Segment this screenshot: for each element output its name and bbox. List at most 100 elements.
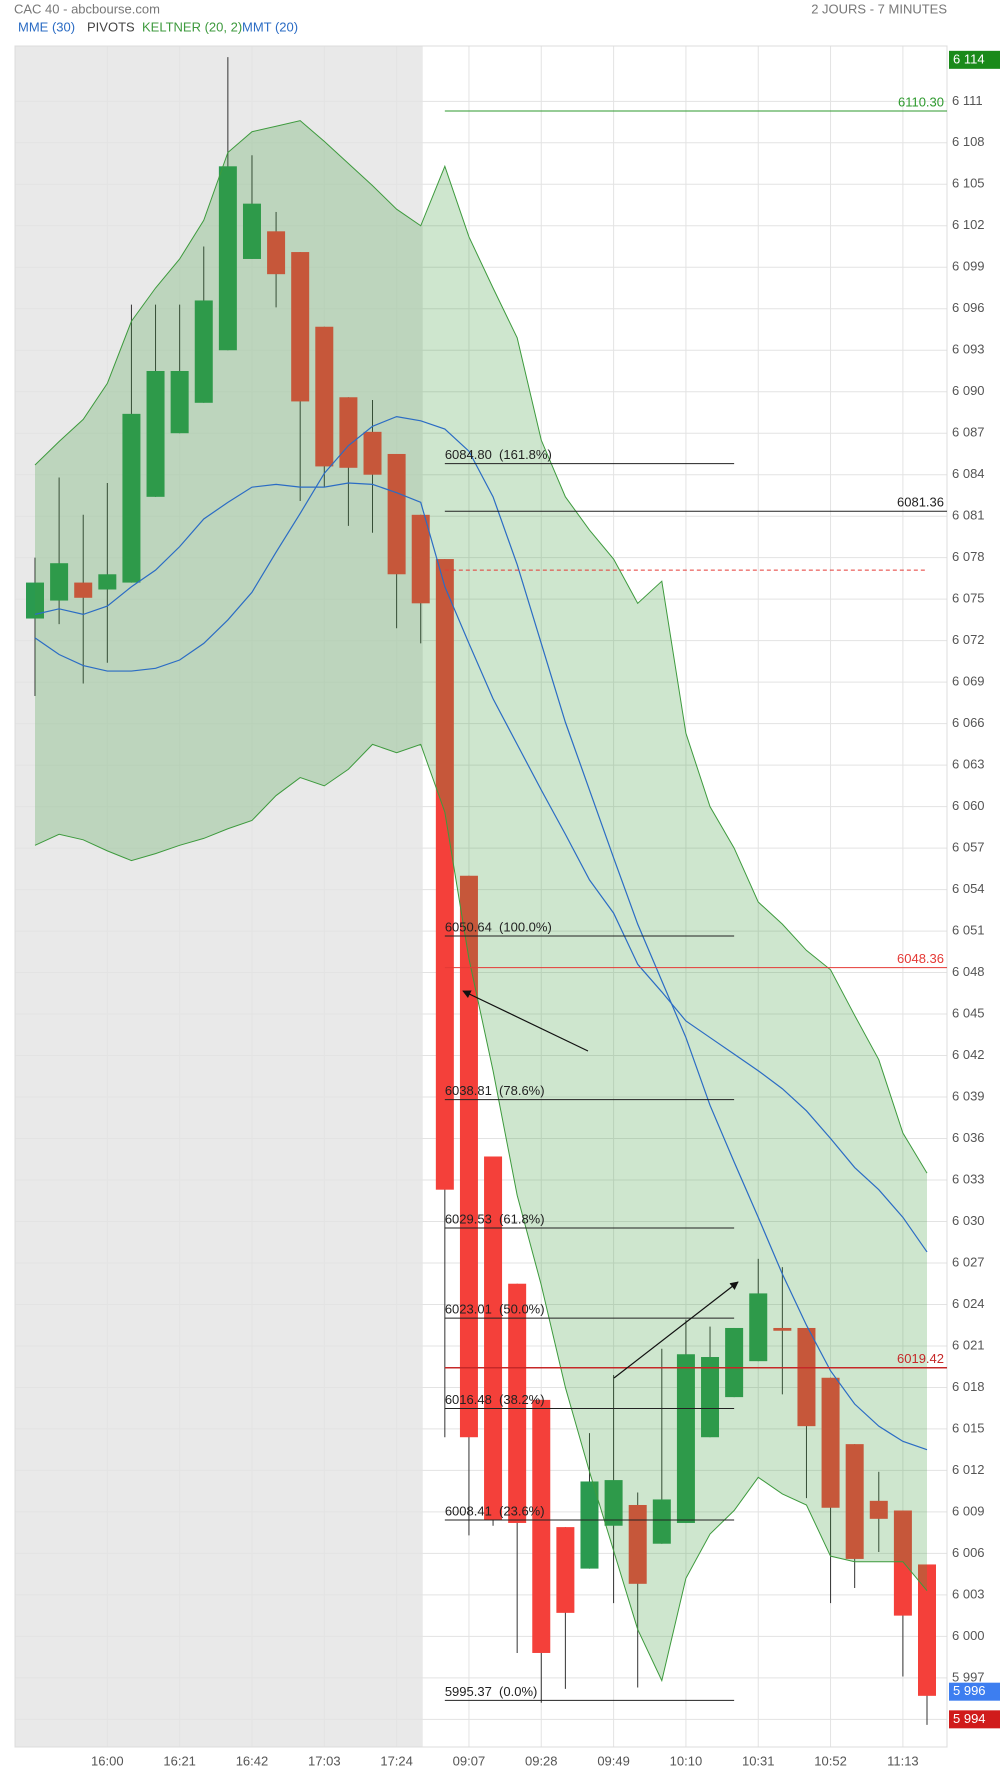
y-tick-label: 6 102 bbox=[952, 217, 985, 232]
y-tick-label: 6 096 bbox=[952, 300, 985, 315]
y-tick-label: 5 997 bbox=[952, 1669, 985, 1684]
candle-body bbox=[267, 231, 286, 275]
candle-body bbox=[604, 1480, 623, 1526]
y-tick-label: 6 066 bbox=[952, 715, 985, 730]
candle-body bbox=[146, 370, 165, 497]
y-tick-label: 6 081 bbox=[952, 508, 985, 523]
x-tick-label: 17:03 bbox=[308, 1753, 341, 1768]
y-tick-label: 6 060 bbox=[952, 798, 985, 813]
y-tick-label: 6 033 bbox=[952, 1171, 985, 1186]
x-tick-label: 16:42 bbox=[236, 1753, 269, 1768]
y-tick-label: 6 006 bbox=[952, 1545, 985, 1560]
y-tick-label: 6 045 bbox=[952, 1005, 985, 1020]
y-tick-label: 6 099 bbox=[952, 259, 985, 274]
y-tick-label: 6 018 bbox=[952, 1379, 985, 1394]
y-tick-label: 6 039 bbox=[952, 1088, 985, 1103]
pivot-label: 6110.30 bbox=[898, 94, 944, 109]
fibonacci-label: 6038.81 (78.6%) bbox=[445, 1083, 545, 1098]
candle-body bbox=[50, 563, 69, 601]
y-tick-label: 6 036 bbox=[952, 1130, 985, 1145]
candle-body bbox=[315, 326, 334, 467]
x-tick-label: 10:52 bbox=[814, 1753, 847, 1768]
x-tick-label: 09:28 bbox=[525, 1753, 558, 1768]
keltner-lower bbox=[34, 743, 928, 1683]
x-tick-label: 17:24 bbox=[380, 1753, 413, 1768]
candle-body bbox=[122, 413, 141, 583]
candle-body bbox=[821, 1377, 840, 1508]
candle-body bbox=[387, 453, 406, 575]
y-tick-label: 6 015 bbox=[952, 1420, 985, 1435]
y-tick-label: 6 054 bbox=[952, 881, 985, 896]
fibonacci-label: 6023.01 (50.0%) bbox=[445, 1302, 545, 1317]
price-tags: 6 114 5 996 5 994 bbox=[949, 50, 1000, 1729]
candle-body bbox=[749, 1293, 768, 1362]
chart-title: CAC 40 - abcbourse.com bbox=[14, 1, 160, 16]
y-tick-label: 6 075 bbox=[952, 591, 985, 606]
y-tick-label: 6 087 bbox=[952, 425, 985, 440]
moving-average-line bbox=[34, 482, 928, 1253]
y-tick-label: 6 063 bbox=[952, 757, 985, 772]
candle-body bbox=[701, 1357, 720, 1438]
y-tick-label: 6 027 bbox=[952, 1254, 985, 1269]
candle-body bbox=[773, 1327, 792, 1331]
y-tick-label: 6 000 bbox=[952, 1628, 985, 1643]
y-tick-label: 6 108 bbox=[952, 134, 985, 149]
moving-average-line bbox=[34, 416, 928, 1451]
x-tick-label: 16:00 bbox=[91, 1753, 124, 1768]
fibonacci-label: 6084.80 (161.8%) bbox=[445, 447, 552, 462]
candle-body bbox=[628, 1504, 647, 1584]
y-tick-label: 6 090 bbox=[952, 383, 985, 398]
candle-body bbox=[652, 1499, 671, 1544]
candle-body bbox=[556, 1527, 575, 1613]
candle-body bbox=[363, 431, 382, 475]
candle-body bbox=[893, 1510, 912, 1616]
candle-body bbox=[218, 166, 237, 351]
x-tick-label: 16:21 bbox=[163, 1753, 196, 1768]
legend-entry: MME (30) bbox=[18, 19, 75, 34]
fibonacci-label: 6029.53 (61.8%) bbox=[445, 1211, 545, 1226]
keltner-upper bbox=[34, 120, 928, 1174]
legend-entry: MMT (20) bbox=[242, 19, 298, 34]
candle-body bbox=[74, 582, 93, 598]
y-tick-label: 6 072 bbox=[952, 632, 985, 647]
candle-body bbox=[98, 574, 117, 590]
candle-body bbox=[676, 1354, 695, 1523]
candle-body bbox=[170, 370, 189, 434]
candle-body bbox=[580, 1481, 599, 1569]
y-tick-label: 6 105 bbox=[952, 176, 985, 191]
price-tag bbox=[949, 50, 1000, 69]
annotations bbox=[462, 990, 739, 1379]
plot-frame bbox=[14, 45, 948, 1748]
price-tag bbox=[949, 1710, 1000, 1729]
candle-body bbox=[869, 1500, 888, 1519]
y-tick-label: 6 009 bbox=[952, 1503, 985, 1518]
y-tick-label: 6 021 bbox=[952, 1337, 985, 1352]
candle-body bbox=[532, 1399, 551, 1653]
candle-body bbox=[194, 300, 213, 403]
candle-body bbox=[291, 252, 310, 402]
y-tick-label: 6 069 bbox=[952, 674, 985, 689]
candle-body bbox=[26, 582, 44, 619]
y-tick-label: 6 084 bbox=[952, 466, 985, 481]
y-tick-label: 6 030 bbox=[952, 1213, 985, 1228]
x-tick-label: 09:49 bbox=[597, 1753, 630, 1768]
pivot-label: 6048.36 bbox=[897, 951, 944, 966]
y-tick-label: 6 078 bbox=[952, 549, 985, 564]
candle-body bbox=[725, 1327, 744, 1398]
price-tag-label: 6 114 bbox=[953, 51, 985, 66]
y-tick-label: 6 042 bbox=[952, 1047, 985, 1062]
fibonacci-label: 6016.48 (38.2%) bbox=[445, 1392, 545, 1407]
legend-entry: PIVOTS bbox=[87, 19, 135, 34]
y-tick-label: 6 048 bbox=[952, 964, 985, 979]
price-tag-label: 5 996 bbox=[953, 1683, 986, 1698]
y-tick-label: 6 057 bbox=[952, 840, 985, 855]
candle-body bbox=[411, 514, 430, 604]
arrow bbox=[613, 1281, 739, 1379]
candle-body bbox=[508, 1283, 527, 1523]
candle-body bbox=[918, 1564, 936, 1696]
x-tick-label: 10:31 bbox=[742, 1753, 775, 1768]
y-tick-label: 6 012 bbox=[952, 1462, 985, 1477]
fibonacci-label: 5995.37 (0.0%) bbox=[445, 1684, 538, 1699]
y-tick-label: 6 024 bbox=[952, 1296, 985, 1311]
